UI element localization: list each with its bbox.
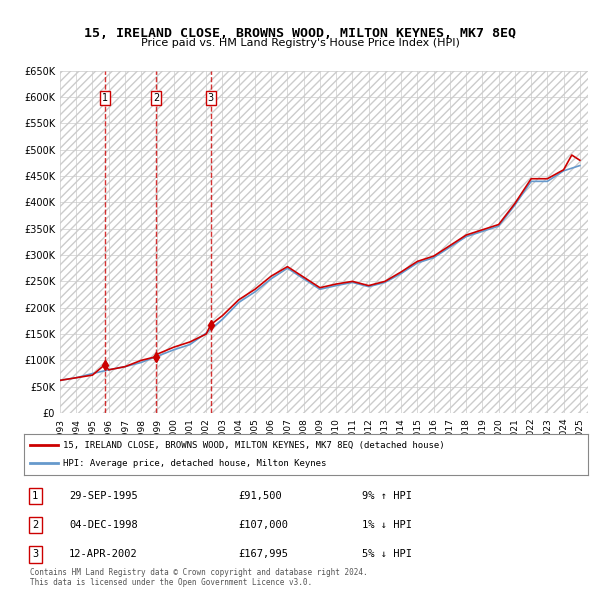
Text: 1: 1 [32,491,38,502]
Text: £107,000: £107,000 [238,520,289,530]
Text: 15, IRELAND CLOSE, BROWNS WOOD, MILTON KEYNES, MK7 8EQ: 15, IRELAND CLOSE, BROWNS WOOD, MILTON K… [84,27,516,40]
Text: 15, IRELAND CLOSE, BROWNS WOOD, MILTON KEYNES, MK7 8EQ (detached house): 15, IRELAND CLOSE, BROWNS WOOD, MILTON K… [64,441,445,450]
Text: £167,995: £167,995 [238,549,289,559]
Text: HPI: Average price, detached house, Milton Keynes: HPI: Average price, detached house, Milt… [64,459,327,468]
Text: 3: 3 [208,93,214,103]
Text: Price paid vs. HM Land Registry's House Price Index (HPI): Price paid vs. HM Land Registry's House … [140,38,460,48]
Text: 3: 3 [32,549,38,559]
FancyBboxPatch shape [60,71,588,413]
Text: 1: 1 [101,93,108,103]
Text: 9% ↑ HPI: 9% ↑ HPI [362,491,412,502]
Text: £91,500: £91,500 [238,491,282,502]
Text: 1% ↓ HPI: 1% ↓ HPI [362,520,412,530]
Text: 12-APR-2002: 12-APR-2002 [69,549,138,559]
Text: 2: 2 [153,93,160,103]
Text: 2: 2 [32,520,38,530]
Text: 04-DEC-1998: 04-DEC-1998 [69,520,138,530]
Text: 5% ↓ HPI: 5% ↓ HPI [362,549,412,559]
Text: Contains HM Land Registry data © Crown copyright and database right 2024.
This d: Contains HM Land Registry data © Crown c… [30,568,368,587]
Text: 29-SEP-1995: 29-SEP-1995 [69,491,138,502]
